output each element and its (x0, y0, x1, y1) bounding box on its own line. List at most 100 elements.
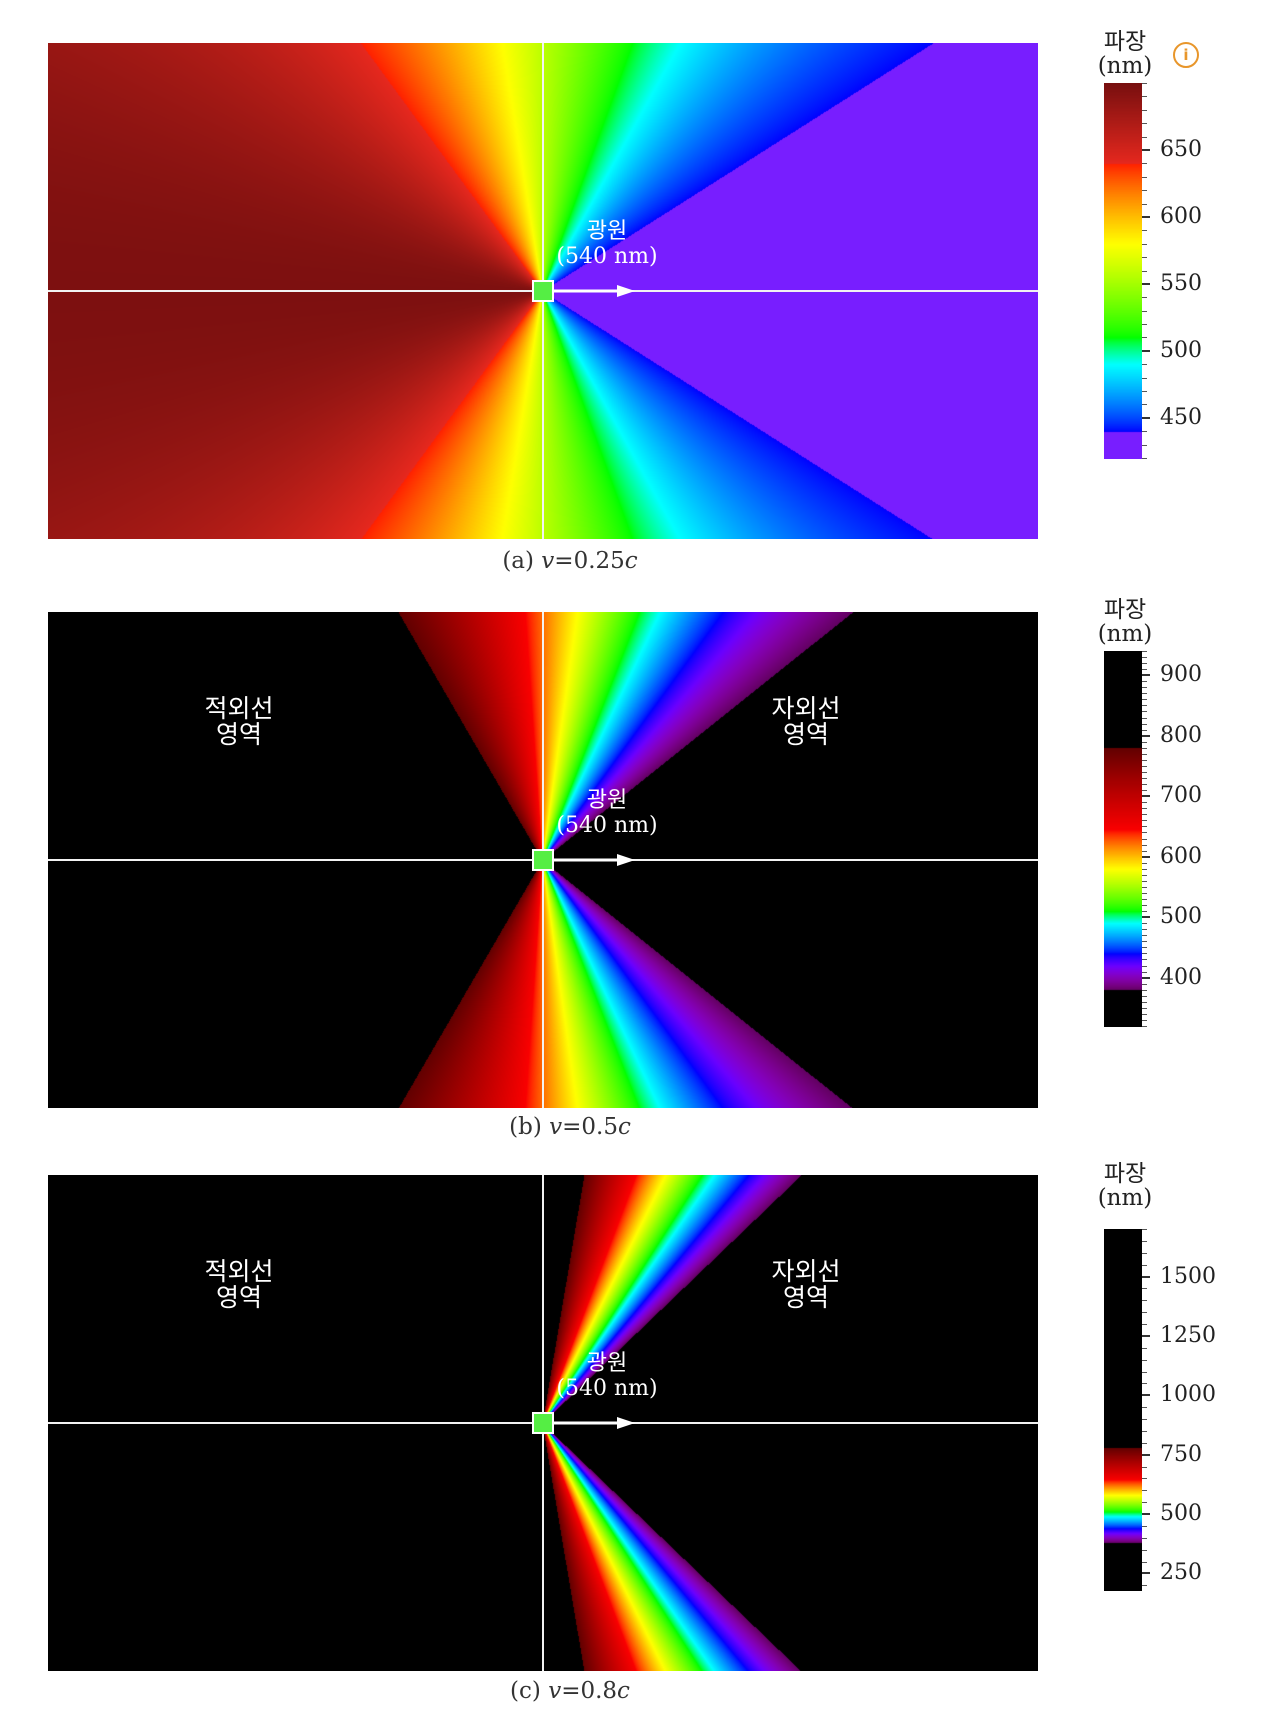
infrared-region-label: 적외선 영역 (204, 694, 274, 749)
colorbar-minor-tick (1142, 364, 1147, 366)
colorbar-minor-tick (1142, 759, 1147, 761)
colorbar-minor-tick (1142, 1478, 1147, 1480)
colorbar-minor-tick (1142, 959, 1147, 961)
colorbar-minor-tick (1142, 995, 1147, 997)
colorbar-minor-tick (1142, 953, 1147, 955)
colorbar-minor-tick (1142, 1001, 1147, 1003)
colorbar-minor-tick (1142, 1549, 1147, 1551)
colorbar-minor-tick (1142, 965, 1147, 967)
colorbar-major-tick (1142, 976, 1150, 979)
colorbar-title-c: 파장 (nm) (1097, 1161, 1153, 1211)
colorbar-tick-label: 400 (1160, 964, 1202, 990)
colorbar-minor-tick (1142, 838, 1147, 840)
colorbar-minor-tick (1142, 983, 1147, 985)
colorbar-c (1104, 1229, 1142, 1591)
colorbar-minor-tick (1142, 874, 1147, 876)
colorbar-minor-tick (1142, 971, 1147, 973)
colorbar-tick-label: 1500 (1160, 1263, 1216, 1289)
colorbar-minor-tick (1142, 1502, 1147, 1504)
colorbar-minor-tick (1142, 1525, 1147, 1527)
colorbar-minor-tick (1142, 947, 1147, 949)
colorbar-minor-tick (1142, 1359, 1147, 1361)
colorbar-minor-tick (1142, 1264, 1147, 1266)
colorbar-minor-tick (1142, 765, 1147, 767)
caption-a: (a) v=0.25c (502, 548, 638, 574)
colorbar-minor-tick (1142, 391, 1147, 393)
colorbar-tick-label: 700 (1160, 783, 1202, 809)
colorbar-major-tick (1142, 734, 1150, 737)
source-label: 광원 (540 nm) (556, 1351, 658, 1401)
colorbar-minor-tick (1142, 163, 1147, 165)
colorbar-major-tick (1142, 282, 1150, 285)
colorbar-minor-tick (1142, 444, 1147, 446)
colorbar-minor-tick (1142, 651, 1147, 652)
colorbar-minor-tick (1142, 723, 1147, 725)
colorbar-major-tick (1142, 916, 1150, 919)
colorbar-minor-tick (1142, 741, 1147, 743)
colorbar-minor-tick (1142, 905, 1147, 907)
colorbar-minor-tick (1142, 886, 1147, 888)
colorbar-minor-tick (1142, 790, 1147, 792)
colorbar-minor-tick (1142, 989, 1147, 991)
colorbar-tick-label: 1000 (1160, 1382, 1216, 1408)
colorbar-minor-tick (1142, 404, 1147, 406)
info-icon[interactable]: i (1173, 42, 1199, 68)
colorbar-minor-tick (1142, 1490, 1147, 1492)
colorbar-tick-label: 900 (1160, 662, 1202, 688)
colorbar-minor-tick (1142, 681, 1147, 683)
source-label: 광원 (540 nm) (556, 219, 658, 269)
colorbar-minor-tick (1142, 270, 1147, 272)
colorbar-minor-tick (1142, 784, 1147, 786)
colorbar-minor-tick (1142, 1007, 1147, 1009)
source-label: 광원 (540 nm) (556, 788, 658, 838)
colorbar-minor-tick (1142, 657, 1147, 659)
velocity-arrow (553, 854, 635, 866)
colorbar-minor-tick (1142, 109, 1147, 111)
colorbar-minor-tick (1142, 711, 1147, 713)
colorbar-minor-tick (1142, 1371, 1147, 1373)
colorbar-gradient-c (1104, 1229, 1142, 1591)
colorbar-major-tick (1142, 416, 1150, 419)
colorbar-minor-tick (1142, 1442, 1147, 1444)
colorbar-minor-tick (1142, 1585, 1147, 1587)
colorbar-major-tick (1142, 148, 1150, 151)
colorbar-minor-tick (1142, 431, 1147, 433)
colorbar-minor-tick (1142, 1383, 1147, 1385)
colorbar-major-tick (1142, 349, 1150, 352)
colorbar-minor-tick (1142, 1324, 1147, 1325)
colorbar-minor-tick (1142, 923, 1147, 925)
colorbar-minor-tick (1142, 1013, 1147, 1015)
doppler-panel-b: 적외선 영역 자외선 영역 광원 (540 nm) (48, 612, 1038, 1108)
colorbar-minor-tick (1142, 1312, 1147, 1314)
colorbar-minor-tick (1142, 850, 1147, 852)
colorbar-minor-tick (1142, 1561, 1147, 1563)
colorbar-minor-tick (1142, 868, 1147, 870)
colorbar-gradient-a (1104, 83, 1142, 459)
colorbar-minor-tick (1142, 820, 1147, 822)
doppler-panel-a: 광원 (540 nm) (48, 43, 1038, 539)
colorbar-tick-label: 1250 (1160, 1322, 1216, 1348)
colorbar-minor-tick (1142, 892, 1147, 894)
colorbar-minor-tick (1142, 310, 1147, 312)
colorbar-b (1104, 651, 1142, 1027)
colorbar-minor-tick (1142, 826, 1147, 828)
colorbar-tick-label: 500 (1160, 904, 1202, 930)
colorbar-major-tick (1142, 1513, 1150, 1515)
colorbar-minor-tick (1142, 1288, 1147, 1290)
colorbar-minor-tick (1142, 190, 1147, 192)
colorbar-minor-tick (1142, 663, 1147, 665)
colorbar-minor-tick (1142, 935, 1147, 937)
colorbar-minor-tick (1142, 1407, 1147, 1409)
colorbar-minor-tick (1142, 297, 1147, 299)
colorbar-title-a: 파장 (nm) (1097, 29, 1153, 79)
colorbar-major-tick (1142, 1275, 1150, 1278)
colorbar-minor-tick (1142, 458, 1147, 459)
colorbar-minor-tick (1142, 729, 1147, 731)
colorbar-minor-tick (1142, 203, 1147, 205)
colorbar-major-tick (1142, 674, 1150, 677)
colorbar-minor-tick (1142, 832, 1147, 834)
colorbar-tick-label: 750 (1160, 1441, 1202, 1467)
colorbar-minor-tick (1142, 880, 1147, 882)
colorbar-minor-tick (1142, 778, 1147, 780)
ultraviolet-region-label: 자외선 영역 (771, 694, 841, 749)
